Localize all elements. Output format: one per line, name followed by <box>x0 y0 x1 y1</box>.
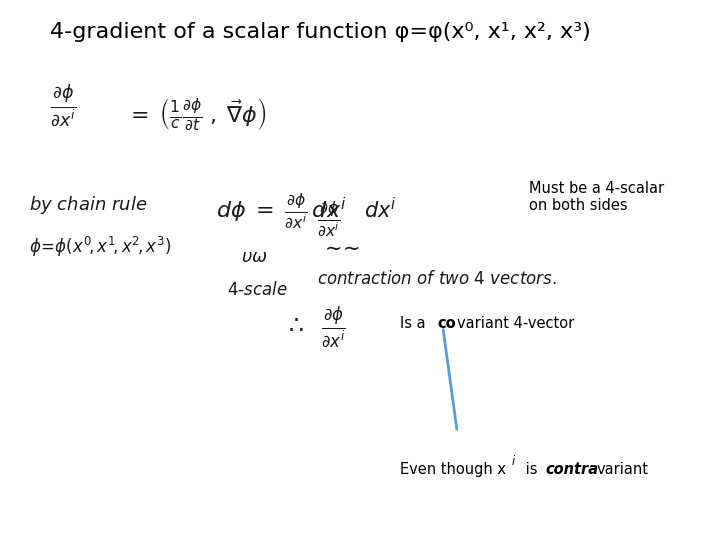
Text: $\upsilon\omega$: $\upsilon\omega$ <box>241 248 268 266</box>
Text: $\frac{\partial\phi}{\partial x^i}$: $\frac{\partial\phi}{\partial x^i}$ <box>50 84 76 129</box>
Text: $4\text{-}scale$: $4\text{-}scale$ <box>227 281 287 299</box>
Text: Is a: Is a <box>400 316 430 331</box>
Text: $d\phi\;=\;\frac{\partial\phi}{\partial x^i}\,dx^i$: $d\phi\;=\;\frac{\partial\phi}{\partial … <box>216 192 346 231</box>
Text: $\therefore\;\;\frac{\partial\phi}{\partial x^i}$: $\therefore\;\;\frac{\partial\phi}{\part… <box>284 305 346 350</box>
Text: $by\ chain\ rule$: $by\ chain\ rule$ <box>29 194 148 217</box>
Text: $contraction\ of\ two\ 4\ vectors.$: $contraction\ of\ two\ 4\ vectors.$ <box>317 270 557 288</box>
Text: Even though x: Even though x <box>400 462 505 477</box>
Text: Must be a 4-scalar
on both sides: Must be a 4-scalar on both sides <box>529 181 665 213</box>
Text: $\phi\!=\!\phi(x^0\!,x^1\!,x^2\!,x^3)$: $\phi\!=\!\phi(x^0\!,x^1\!,x^2\!,x^3)$ <box>29 235 171 259</box>
Text: $dx^i$: $dx^i$ <box>364 197 396 222</box>
Text: contra: contra <box>546 462 599 477</box>
Text: co: co <box>437 316 456 331</box>
Text: variant 4-vector: variant 4-vector <box>457 316 575 331</box>
Text: variant: variant <box>596 462 648 477</box>
Text: is: is <box>521 462 541 477</box>
Text: $\sim\!\!\sim$: $\sim\!\!\sim$ <box>320 238 361 258</box>
Text: i: i <box>511 455 515 468</box>
Text: $\frac{\partial\phi}{\partial x^i}$: $\frac{\partial\phi}{\partial x^i}$ <box>317 200 341 239</box>
Text: $=\;\left(\frac{1}{c}\frac{\partial\phi}{\partial t}\;,\;\vec{\nabla}\phi\right): $=\;\left(\frac{1}{c}\frac{\partial\phi}… <box>126 97 266 134</box>
Text: 4-gradient of a scalar function φ=φ(x⁰, x¹, x², x³): 4-gradient of a scalar function φ=φ(x⁰, … <box>50 22 591 42</box>
